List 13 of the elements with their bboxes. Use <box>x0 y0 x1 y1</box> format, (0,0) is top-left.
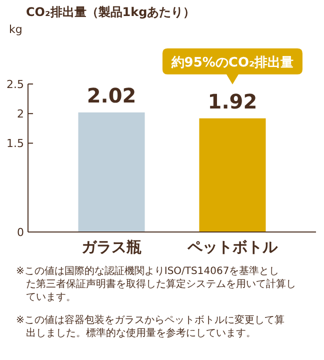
y-tick-label: 0 <box>17 226 24 239</box>
y-tick-label: 1.5 <box>6 137 24 150</box>
chart-title: CO₂排出量（製品1kgあたり） <box>26 5 196 19</box>
data-label: 2.02 <box>86 83 136 108</box>
y-tick-label: 2.5 <box>6 78 24 91</box>
x-tick-label: ペットボトル <box>186 238 278 256</box>
data-label: 1.92 <box>208 89 258 114</box>
text: 約95%のCO₂排出量 <box>170 55 294 70</box>
x-tick-label: ガラス瓶 <box>82 238 142 256</box>
y-tick-label: 2 <box>17 108 24 121</box>
text: ※この値は国際的な認証機関よりISO/TS14067を基準とした第三者保証声明書を取得した算定システムを用いて計算しています。 <box>16 265 296 303</box>
y-axis-title: kg <box>9 23 22 36</box>
text: ※この値は容器包装をガラスからペットボトルに変更して算出しました。標準的な使用量を参考にしています。 <box>16 314 284 339</box>
